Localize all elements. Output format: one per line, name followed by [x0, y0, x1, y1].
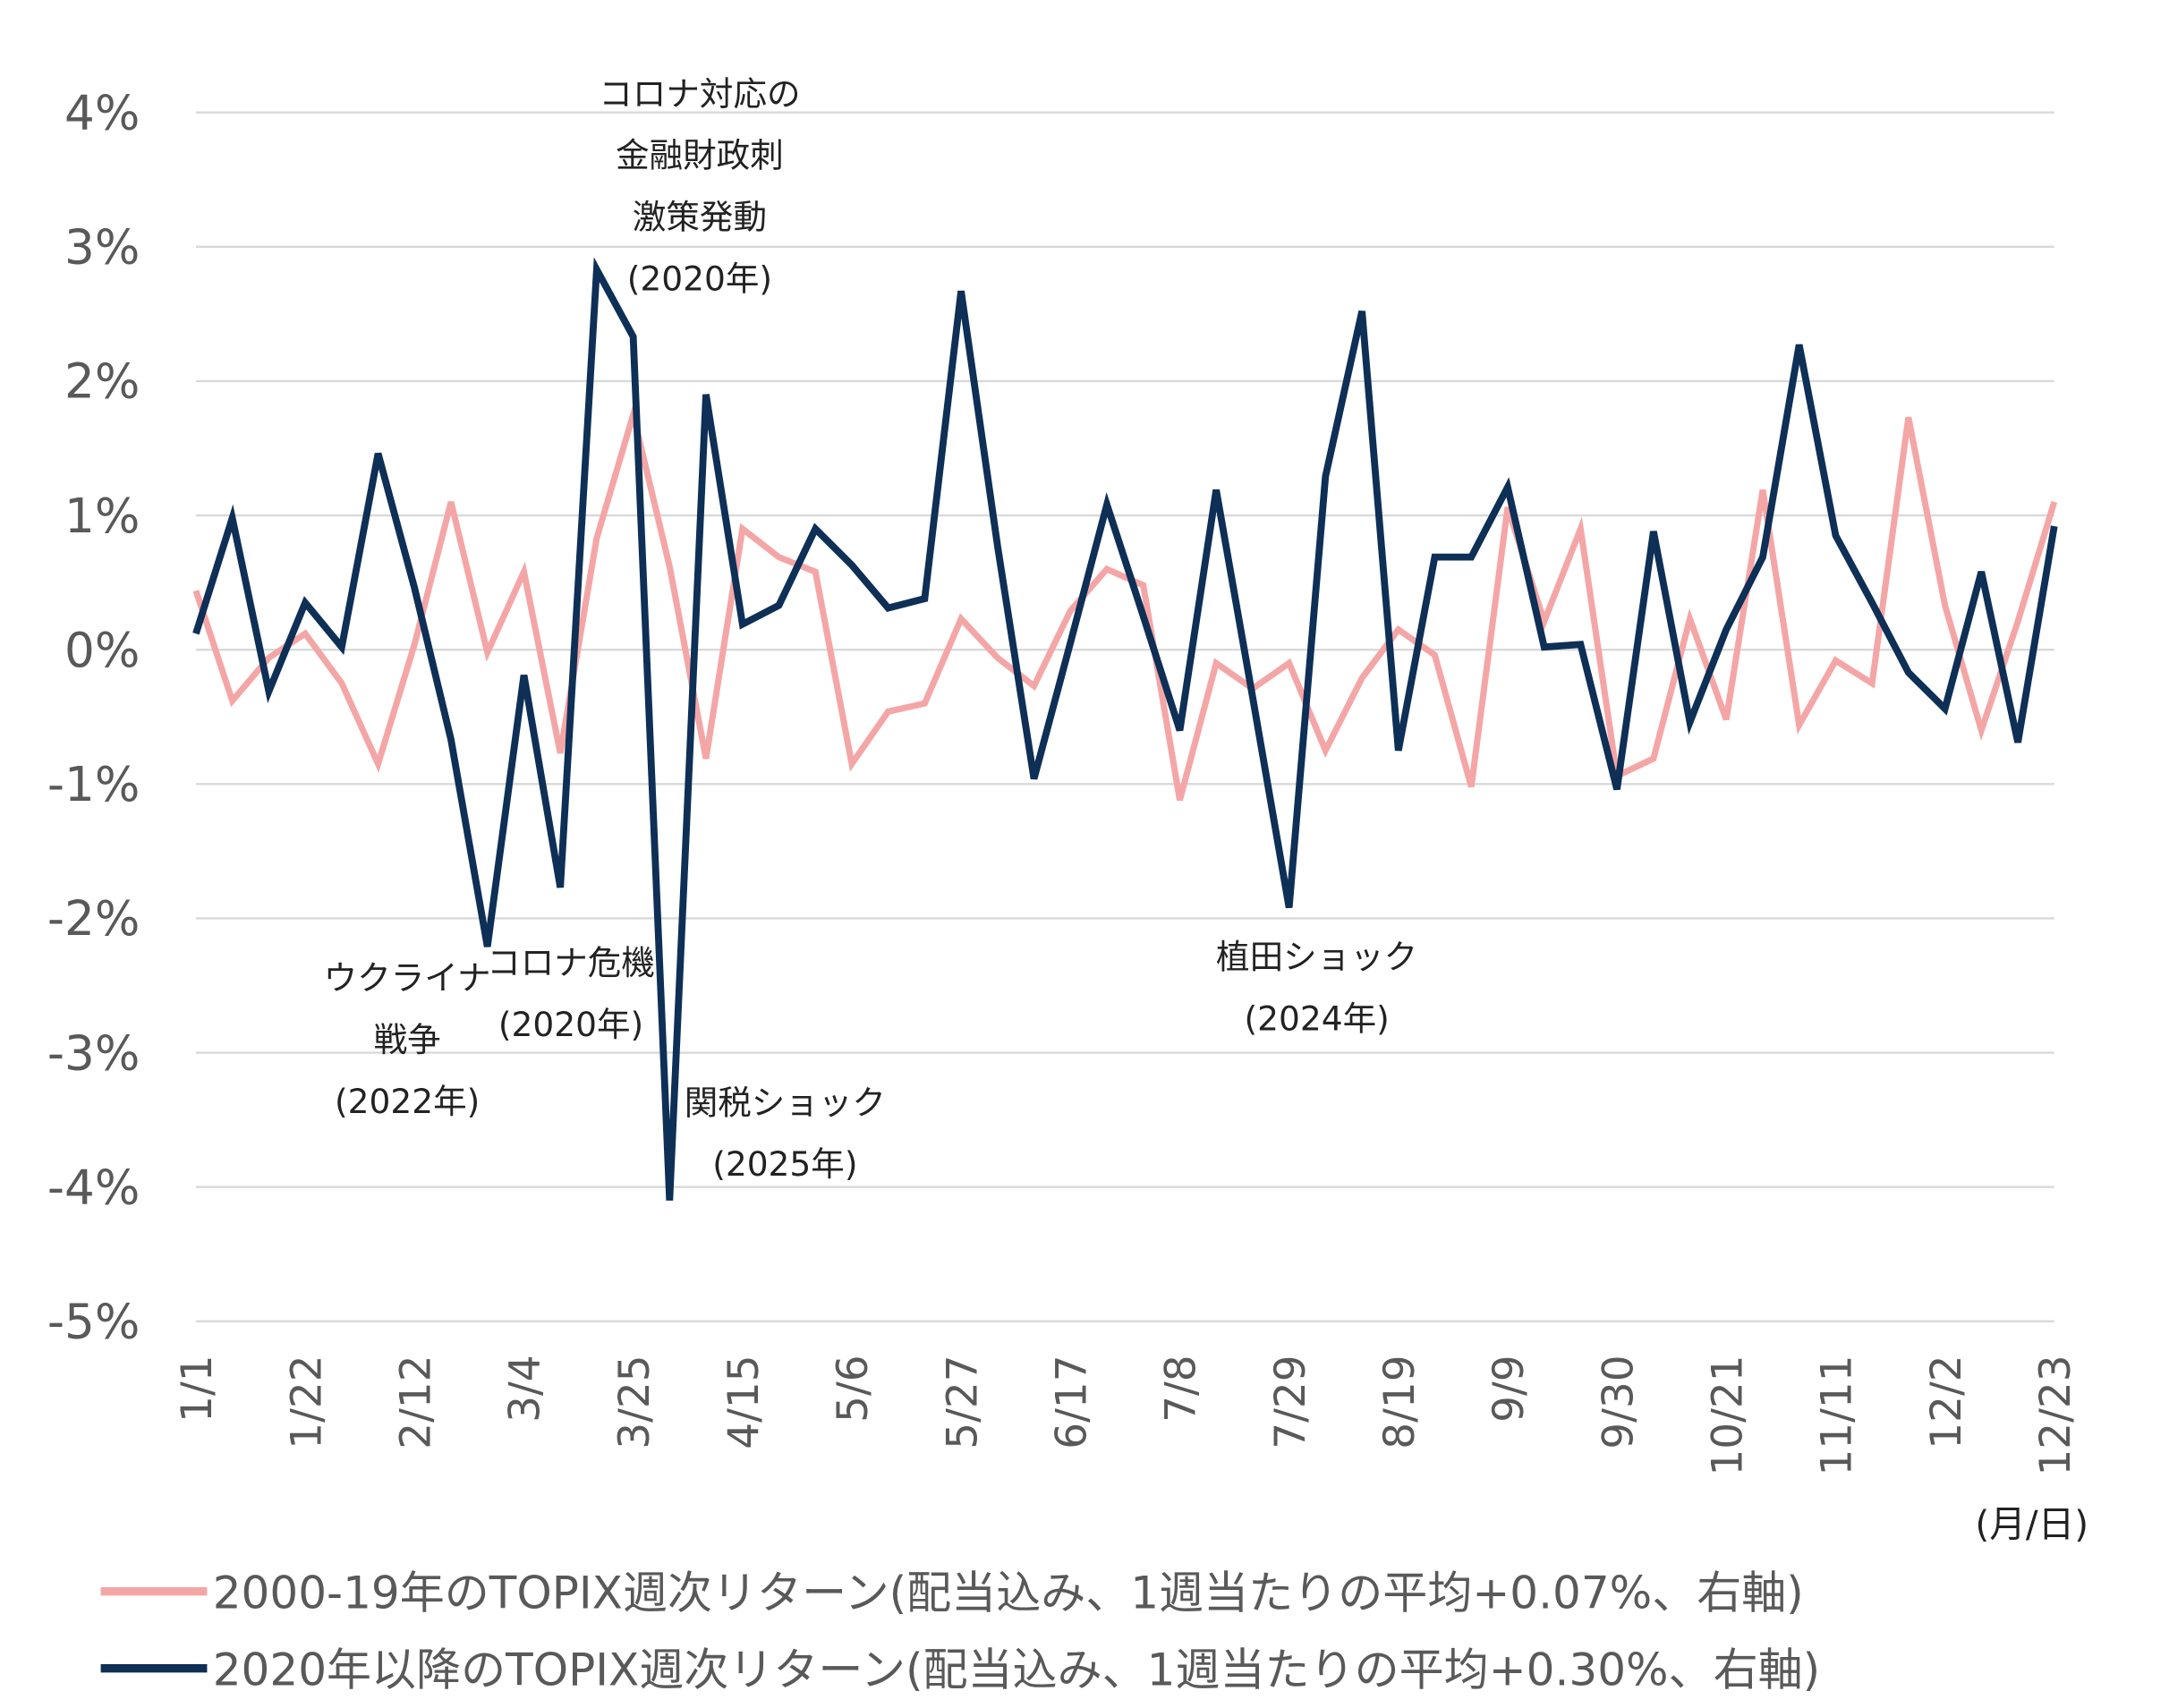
x-tick-label: 9/9 [1484, 1355, 1534, 1423]
annotation-line: (2020年) [627, 259, 772, 298]
gridlines [195, 111, 2054, 1323]
annotation-line: (2022年) [335, 1082, 480, 1121]
x-tick-label: 11/11 [1813, 1355, 1862, 1475]
x-tick-label: 12/23 [2031, 1355, 2080, 1475]
annotation-line: コロナ危機 [487, 943, 655, 982]
y-tick-label: -3% [47, 1025, 140, 1081]
x-tick-label: 3/25 [610, 1355, 659, 1449]
y-tick-label: -5% [47, 1295, 140, 1350]
y-tick-label: 3% [64, 220, 140, 276]
annotation-line: (2020年) [498, 1005, 643, 1044]
y-tick-label: 2% [64, 354, 140, 410]
annotation-corona-stimulus: コロナ対応の 金融財政刺 激策発動 (2020年) [599, 74, 800, 298]
y-tick-label: -2% [47, 891, 140, 947]
annotation-line: (2024年) [1244, 999, 1389, 1039]
series-line-2000-19 [192, 402, 2058, 802]
x-tick-label: 1/1 [173, 1355, 222, 1423]
x-tick-label: 1/22 [282, 1355, 331, 1449]
y-tick-label: -1% [47, 757, 140, 812]
legend-label: 2000-19年のTOPIX週次リターン(配当込み、1週当たりの平均+0.07%… [213, 1567, 1804, 1619]
annotation-line: コロナ対応の [599, 74, 800, 114]
x-tick-label: 5/27 [938, 1355, 987, 1449]
x-tick-label: 7/29 [1266, 1355, 1315, 1449]
annotation-line: 関税ショック [685, 1083, 886, 1122]
x-tick-label: 12/2 [1922, 1355, 1971, 1449]
y-tick-label: -4% [47, 1160, 140, 1215]
x-tick-label: 4/15 [719, 1355, 769, 1449]
annotation-line: 戦争 [374, 1020, 441, 1059]
y-tick-label: 0% [64, 623, 140, 678]
annotation-line: 植田ショック [1216, 938, 1417, 977]
annotation-corona-crisis: コロナ危機 (2020年) [487, 943, 655, 1044]
y-tick-label: 1% [64, 489, 140, 544]
y-axis-ticks: 4% 3% 2% 1% 0% -1% -2% -3% -4% -5% [47, 85, 140, 1349]
legend: 2000-19年のTOPIX週次リターン(配当込み、1週当たりの平均+0.07%… [100, 1567, 1820, 1695]
annotation-ueda-shock: 植田ショック (2024年) [1216, 938, 1417, 1039]
x-tick-label: 7/8 [1157, 1355, 1206, 1423]
annotation-tariff-shock: 関税ショック (2025年) [685, 1083, 886, 1184]
annotation-ukraine-war: ウクライナ 戦争 (2022年) [324, 958, 491, 1121]
annotation-line: ウクライナ [324, 958, 491, 998]
legend-item-2000-19: 2000-19年のTOPIX週次リターン(配当込み、1週当たりの平均+0.07%… [100, 1567, 1804, 1619]
x-tick-label: 8/19 [1375, 1355, 1425, 1449]
legend-label: 2020年以降のTOPIX週次リターン(配当込み、1週当たりの平均+0.30%、… [213, 1644, 1820, 1695]
series-line-2020-onward [192, 257, 2058, 1201]
series-lines [192, 257, 2058, 1201]
legend-item-2020-onward: 2020年以降のTOPIX週次リターン(配当込み、1週当たりの平均+0.30%、… [100, 1644, 1820, 1695]
x-axis-ticks: 1/1 1/22 2/12 3/4 3/25 4/15 5/6 5/27 6/17 7/8 7/29… [173, 1355, 2080, 1475]
annotation-line: 金融財政刺 [616, 136, 784, 175]
x-tick-label: 6/17 [1047, 1355, 1096, 1449]
annotation-line: (2025年) [712, 1144, 857, 1184]
x-tick-label: 10/21 [1703, 1355, 1752, 1475]
annotation-line: 激策発動 [633, 197, 767, 236]
x-tick-label: 2/12 [391, 1355, 440, 1449]
x-tick-label: 9/30 [1594, 1355, 1643, 1449]
y-tick-label: 4% [64, 85, 140, 140]
x-tick-label: 3/4 [501, 1355, 550, 1423]
x-tick-label: 5/6 [829, 1355, 878, 1423]
x-axis-unit-label: (月/日) [1975, 1503, 2088, 1546]
